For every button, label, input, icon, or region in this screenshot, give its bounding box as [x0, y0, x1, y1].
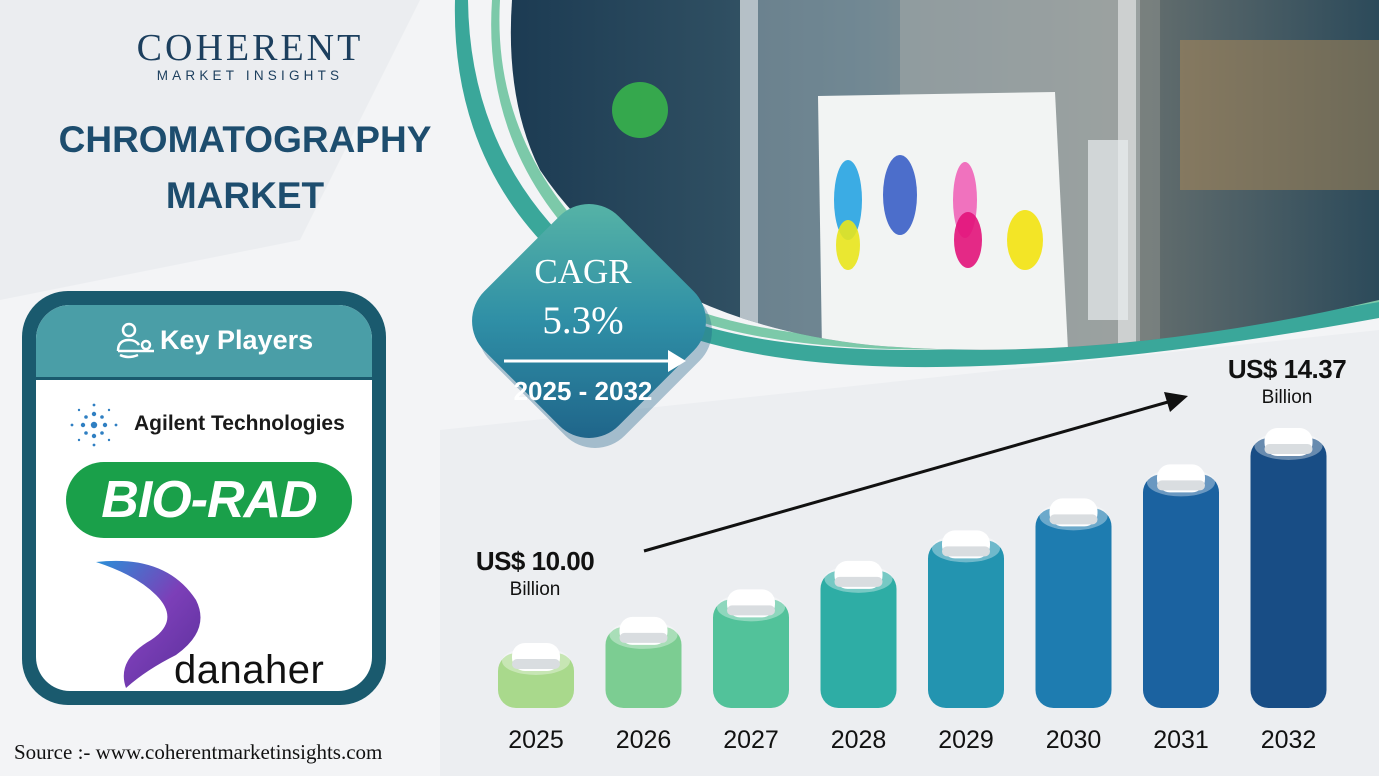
- bar-2027: [713, 589, 789, 708]
- x-tick-label-2029: 2029: [938, 726, 994, 754]
- x-tick-label-2026: 2026: [616, 726, 672, 754]
- end-value-label: US$ 14.37 Billion: [1222, 354, 1352, 409]
- danaher-ribbon-icon: [96, 560, 201, 688]
- cagr-period: 2025 - 2032: [513, 376, 653, 406]
- title-line-2: MARKET: [165, 175, 325, 216]
- bar-chart: 2025 2026 2027 2028 2029 2030 2031 2032: [498, 428, 1327, 754]
- end-value-amount: US$ 14.37: [1227, 354, 1347, 384]
- agilent-spark-icon: [70, 403, 118, 447]
- bar-2031: [1143, 464, 1219, 708]
- bar-2032: [1250, 428, 1327, 708]
- x-tick-label-2032: 2032: [1261, 726, 1317, 754]
- growth-trend-arrow: [643, 400, 1169, 553]
- title-line-1: CHROMATOGRAPHY: [58, 119, 432, 160]
- source-note: Source :- www.coherentmarketinsights.com: [14, 740, 383, 764]
- danaher-logo: danaher: [96, 560, 356, 695]
- key-players-heading: Key Players: [160, 325, 314, 355]
- brand-logo: COHERENT MARKET INSIGHTS: [130, 28, 370, 83]
- bar-2029: [928, 530, 1004, 708]
- bar-2030: [1035, 498, 1112, 708]
- page-title: CHROMATOGRAPHY MARKET: [40, 112, 450, 224]
- people-key-icon: [116, 322, 154, 359]
- end-value-unit: Billion: [1261, 387, 1313, 408]
- start-value-unit: Billion: [509, 579, 561, 600]
- start-value-label: US$ 10.00 Billion: [470, 546, 600, 601]
- agilent-logo: Agilent Technologies: [66, 400, 366, 450]
- brand-name: COHERENT: [136, 27, 364, 69]
- x-tick-label-2031: 2031: [1153, 726, 1209, 754]
- danaher-name: danaher: [174, 648, 325, 692]
- bar-2025: [498, 643, 574, 708]
- x-tick-label-2028: 2028: [831, 726, 887, 754]
- bar-2028: [820, 560, 897, 708]
- cagr-value: 5.3%: [542, 299, 624, 342]
- bar-2026: [605, 616, 682, 708]
- x-tick-label-2027: 2027: [723, 726, 779, 754]
- x-tick-label-2025: 2025: [508, 726, 564, 754]
- cagr-label: CAGR: [534, 252, 632, 291]
- start-value-amount: US$ 10.00: [475, 546, 595, 576]
- biorad-logo: BIO-RAD: [66, 462, 352, 538]
- x-tick-label-2030: 2030: [1046, 726, 1102, 754]
- cagr-badge-shape: [472, 204, 712, 448]
- growth-trend-arrow-head: [1164, 392, 1188, 412]
- cagr-arrow-head: [668, 350, 686, 372]
- biorad-name: BIO-RAD: [101, 471, 317, 529]
- key-players-header: Key Players: [36, 305, 372, 380]
- brand-subtitle: MARKET INSIGHTS: [156, 68, 344, 83]
- agilent-name: Agilent Technologies: [134, 412, 345, 435]
